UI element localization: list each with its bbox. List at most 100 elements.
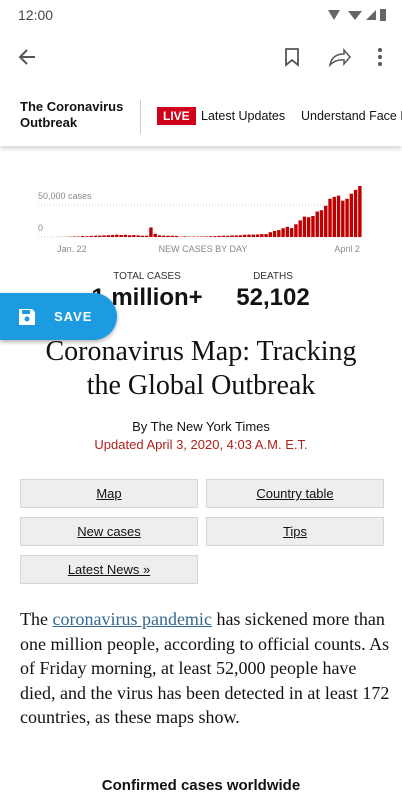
bar <box>166 235 170 237</box>
bar <box>260 234 264 237</box>
bar <box>174 235 179 237</box>
paragraph: The coronavirus pandemic has sickened mo… <box>20 607 390 730</box>
divider <box>140 100 141 134</box>
bar <box>285 226 290 237</box>
save-icon <box>19 309 35 325</box>
link-button[interactable]: New cases <box>20 517 198 546</box>
bar <box>93 235 98 237</box>
bookmark-button[interactable] <box>285 48 299 67</box>
back-button[interactable] <box>18 49 35 65</box>
bar <box>255 234 260 237</box>
bar <box>289 228 294 237</box>
live-badge: LIVE <box>157 107 196 125</box>
subheading: Confirmed cases worldwide <box>101 777 301 794</box>
bar <box>328 198 332 237</box>
headline: Coronavirus Map: Tracking <box>45 336 357 367</box>
text: has sickened more than one million peopl… <box>20 609 390 727</box>
bar <box>277 230 281 237</box>
bar <box>110 234 115 237</box>
bar <box>115 234 119 237</box>
menu-button[interactable] <box>378 48 382 66</box>
bar <box>127 235 132 237</box>
clock: 12:00 <box>18 7 54 23</box>
bar <box>353 189 358 237</box>
bar <box>234 235 238 237</box>
bar <box>324 205 328 237</box>
bar <box>349 193 354 237</box>
bar <box>336 195 341 237</box>
share-button[interactable] <box>328 47 351 68</box>
bar <box>298 220 302 237</box>
headline: the Global Outbreak <box>86 370 316 401</box>
bar <box>149 227 153 237</box>
bar <box>144 235 149 237</box>
bar <box>162 235 166 237</box>
total-label: TOTAL CASES <box>113 271 181 282</box>
bar <box>204 236 209 237</box>
bar <box>230 235 234 237</box>
bar <box>213 236 217 237</box>
bar <box>85 236 89 237</box>
status-icons <box>328 9 386 21</box>
bar <box>106 235 111 237</box>
toolbar <box>18 47 382 68</box>
bar <box>76 236 81 237</box>
x-tick-label: April 2 <box>334 244 360 254</box>
bar <box>123 234 128 237</box>
bar <box>272 230 277 237</box>
bar <box>311 215 315 237</box>
bar <box>225 235 230 237</box>
text: The <box>20 609 53 629</box>
bar <box>98 235 102 237</box>
link-button[interactable]: Map <box>20 479 198 508</box>
link-button[interactable]: Country table <box>206 479 384 508</box>
x-tick-label: Jan. 22 <box>57 244 87 254</box>
bar <box>281 228 285 237</box>
bar <box>341 200 345 237</box>
nav-link[interactable]: Understand Face M <box>301 109 402 123</box>
bar <box>217 235 221 237</box>
bar <box>170 235 174 237</box>
bar <box>157 235 162 237</box>
bar <box>251 234 255 237</box>
link-button[interactable]: Latest News » <box>20 555 198 584</box>
bar <box>89 235 93 237</box>
bar <box>302 216 307 237</box>
total-value: 52,102 <box>236 284 310 311</box>
bar <box>200 236 204 237</box>
bar <box>81 235 85 237</box>
y-tick-label: 50,000 cases <box>38 191 92 201</box>
bar <box>315 211 319 237</box>
bar <box>140 235 145 237</box>
bar <box>119 234 123 237</box>
x-axis-label: NEW CASES BY DAY <box>159 244 248 254</box>
section-title[interactable]: The Coronavirus Outbreak <box>20 99 124 130</box>
bar <box>221 235 226 237</box>
bar <box>153 233 157 237</box>
bar <box>136 235 140 237</box>
save-button[interactable]: SAVE <box>0 293 117 340</box>
bar <box>306 217 311 237</box>
bar <box>345 198 349 237</box>
link-button[interactable]: Tips <box>206 517 384 546</box>
y-tick-label: 0 <box>38 223 43 233</box>
nav-link[interactable]: Latest Updates <box>201 109 286 123</box>
chart: 50,000 cases 0 Jan. 22 April 2 NEW CASES BY … <box>38 186 362 254</box>
updated: Updated April 3, 2020, 4:03 A.M. E.T. <box>94 437 308 452</box>
section-nav: The Coronavirus Outbreak LIVE Latest Upd… <box>0 88 402 146</box>
bar <box>238 235 243 237</box>
bar <box>294 224 298 237</box>
bar <box>132 235 136 237</box>
bar <box>332 196 336 237</box>
bar <box>208 236 213 237</box>
status-bar: 12:00 <box>0 0 402 30</box>
link[interactable]: coronavirus pandemic <box>52 609 212 629</box>
total-label: DEATHS <box>253 271 293 282</box>
bar <box>247 234 251 237</box>
bar <box>319 210 324 237</box>
bar <box>358 186 362 237</box>
save-label: SAVE <box>54 309 93 324</box>
bar <box>102 235 106 237</box>
bar <box>268 232 273 237</box>
